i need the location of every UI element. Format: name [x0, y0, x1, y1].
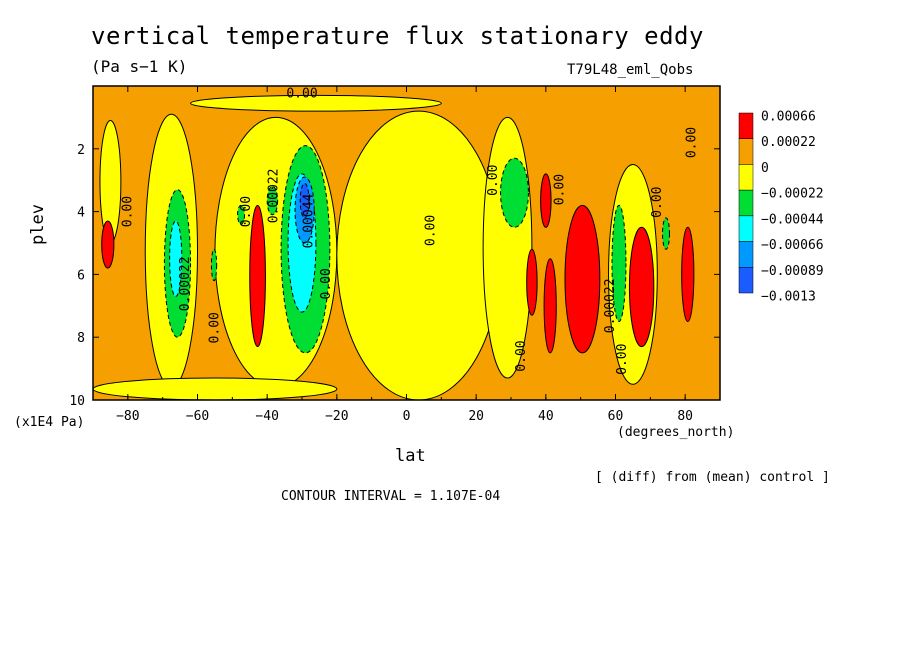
- y-tick-label-0: 2: [77, 143, 85, 158]
- contour-region-16: [210, 248, 218, 282]
- colorbar-label-2: 0: [761, 161, 769, 176]
- plot-area: [93, 86, 720, 400]
- contour-region-2: [336, 110, 502, 400]
- diff-note: [ (diff) from (mean) control ]: [595, 470, 830, 485]
- contour-labels: 0.00 0.00 0.00022 0.00 0.00 0.00022 0.00044 0.0…: [120, 86, 699, 374]
- axes: −80 −60 −40 −20 0 20 40 60 80 2 4 6 8 10: [69, 86, 721, 424]
- contour-label-1: 0.00: [120, 196, 135, 227]
- contour-region-17: [500, 157, 529, 228]
- contour-region-22: [526, 248, 538, 316]
- contour-region-24: [543, 258, 557, 354]
- colorbar-box-2: [738, 164, 754, 191]
- y-axis-label: plev: [28, 204, 48, 245]
- contour-region-15: [237, 204, 246, 225]
- contour-interval-label: CONTOUR INTERVAL = 1.107E-04: [281, 489, 501, 504]
- contour-region-26: [628, 226, 655, 348]
- contour-region-14: [266, 185, 279, 216]
- chart-title: vertical temperature flux stationary edd…: [91, 22, 704, 50]
- contour-label-8: 0.00: [423, 215, 438, 246]
- contour-region-21: [249, 204, 266, 348]
- colorbar-label-5: −0.00066: [761, 238, 824, 253]
- colorbar-label-0: 0.00066: [761, 110, 816, 125]
- contour-region-25: [564, 204, 601, 354]
- x-tick-label-5: 20: [468, 409, 484, 424]
- contour-label-6: 0.00044: [301, 193, 316, 248]
- colorbar-label-7: −0.0013: [761, 290, 816, 305]
- colorbar-box-1: [738, 138, 754, 165]
- x-axis-label: lat: [395, 446, 426, 466]
- contour-label-7: 0.00: [319, 268, 334, 299]
- x-tick-label-1: −60: [186, 409, 209, 424]
- contour-region-27: [681, 226, 695, 322]
- run-id-label: T79L48_eml_Qobs: [567, 62, 694, 78]
- colorbar-label-4: −0.00044: [761, 212, 824, 227]
- colorbar-label-1: 0.00022: [761, 135, 816, 150]
- contour-region-3: [482, 116, 533, 379]
- units-label: (Pa s−1 K): [91, 57, 188, 76]
- contour-region-13: [299, 182, 310, 219]
- colorbar-label-6: −0.00089: [761, 264, 824, 279]
- x-tick-label-3: −20: [325, 409, 348, 424]
- colorbar-box-0: [738, 112, 754, 139]
- contour-region-23: [540, 173, 552, 228]
- colorbar-label-3: −0.00022: [761, 187, 824, 202]
- x-tick-label-0: −80: [116, 409, 139, 424]
- contour-region-20: [101, 220, 115, 269]
- y-tick-label-3: 8: [77, 331, 85, 346]
- colorbar-box-4: [738, 215, 754, 242]
- contour-label-5: 0.00022: [267, 169, 282, 224]
- contour-label-12: 0.00022: [603, 278, 618, 333]
- contour-label-2: 0.00022: [178, 256, 193, 311]
- x-tick-label-7: 60: [608, 409, 624, 424]
- contour-label-10: 0.00: [514, 340, 529, 371]
- contour-label-14: 0.00: [650, 187, 665, 218]
- contour-region-6: [190, 94, 442, 112]
- contour-label-11: 0.00: [552, 174, 567, 205]
- colorbar-box-3: [738, 189, 754, 217]
- contour-label-15: 0.00: [685, 127, 700, 158]
- y-axis-units: (x1E4 Pa): [14, 415, 85, 430]
- y-tick-label-1: 4: [77, 206, 85, 221]
- contour-region-4: [93, 377, 338, 400]
- x-tick-label-4: 0: [403, 409, 411, 424]
- colorbar: 0.00066 0.00022 0 −0.00022 −0.00044 −0.00066 −…: [738, 110, 824, 305]
- x-tick-label-2: −40: [255, 409, 278, 424]
- contour-label-13: 0.00: [615, 344, 630, 375]
- contour-label-9: 0.00: [486, 165, 501, 196]
- x-tick-label-8: 80: [677, 409, 693, 424]
- contour-region-18: [611, 204, 627, 323]
- contour-label-4: 0.00: [239, 196, 254, 227]
- contour-label-3: 0.00: [207, 312, 222, 343]
- x-tick-label-6: 40: [538, 409, 554, 424]
- colorbar-box-5: [738, 241, 754, 268]
- y-tick-label-2: 6: [77, 268, 85, 283]
- contour-label-0: 0.00: [286, 86, 317, 101]
- x-axis-units: (degrees_north): [617, 425, 735, 440]
- contour-region-9: [169, 220, 183, 297]
- y-tick-label-4: 10: [69, 394, 85, 409]
- colorbar-box-6: [738, 267, 754, 294]
- contour-region-19: [662, 217, 670, 250]
